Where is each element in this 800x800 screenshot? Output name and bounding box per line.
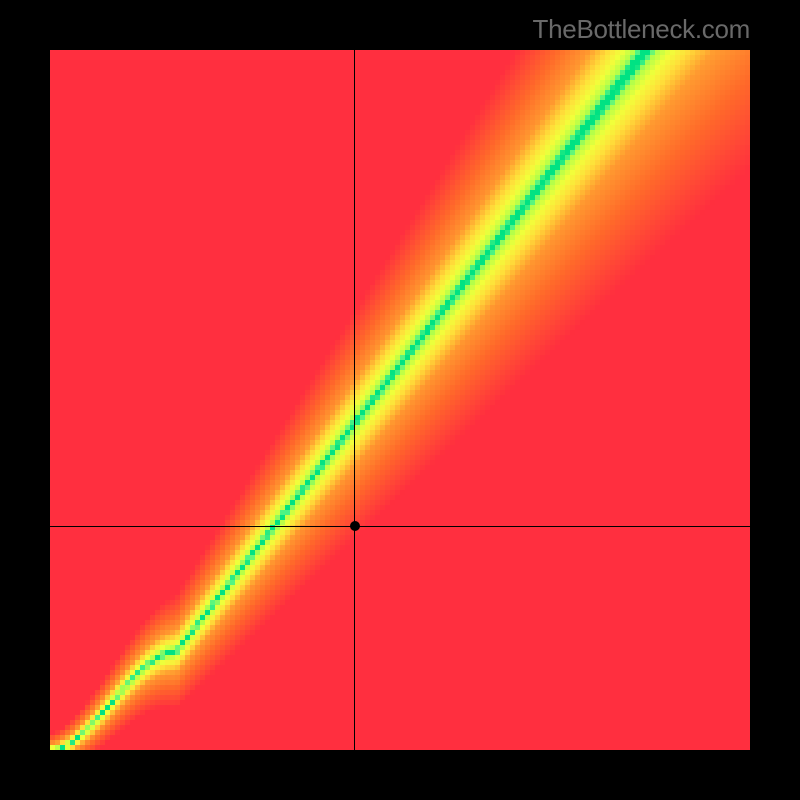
crosshair-dot xyxy=(350,521,360,531)
watermark-text: TheBottleneck.com xyxy=(533,14,750,45)
bottleneck-heatmap xyxy=(50,50,750,750)
heatmap-frame xyxy=(50,50,750,750)
